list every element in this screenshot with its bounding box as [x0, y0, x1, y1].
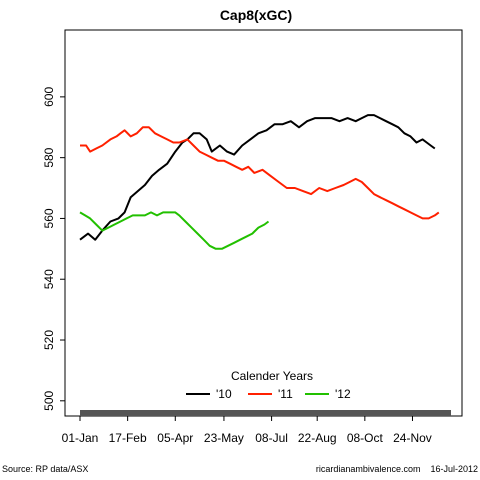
- series-line-3: [79, 211, 270, 250]
- series-line-2: [80, 126, 440, 220]
- site-and-date: ricardianambivalence.com 16-Jul-2012: [315, 464, 478, 474]
- series-line-1: [79, 114, 436, 241]
- x-tick-label: 17-Feb: [109, 431, 147, 445]
- chart-title: Cap8(xGC): [220, 7, 292, 23]
- plot-frame: [64, 29, 463, 417]
- x-tick-label: 01-Jan: [62, 431, 99, 445]
- x-tick-label: 22-Aug: [298, 431, 337, 445]
- x-tick-label: 23-May: [204, 431, 244, 445]
- legend-label-2: '11: [278, 387, 293, 401]
- series-group: [79, 114, 440, 250]
- x-tick-label: 08-Jul: [255, 431, 288, 445]
- legend-label-3: '12: [335, 387, 351, 401]
- legend-label-1: '10: [216, 387, 232, 401]
- legend: Calender Years '10 '11 '12: [186, 369, 351, 401]
- y-tick-label: 560: [42, 208, 56, 228]
- y-tick-label: 580: [42, 147, 56, 167]
- y-tick-label: 520: [42, 330, 56, 350]
- x-tick-label: 08-Oct: [347, 431, 384, 445]
- source-note: Source: RP data/ASX: [2, 464, 89, 474]
- y-tick-label: 540: [42, 269, 56, 289]
- legend-title: Calender Years: [231, 369, 313, 383]
- x-tick-label: 24-Nov: [393, 431, 432, 445]
- y-tick-label: 500: [42, 390, 56, 410]
- x-axis-band: [80, 410, 451, 416]
- x-axis: 01-Jan 17-Feb 05-Apr 23-May 08-Jul 22-Aug 08-O…: [62, 416, 432, 445]
- y-axis: 500 520 540 560 580 600: [42, 87, 65, 411]
- y-tick-label: 600: [42, 87, 56, 107]
- x-tick-label: 05-Apr: [157, 431, 193, 445]
